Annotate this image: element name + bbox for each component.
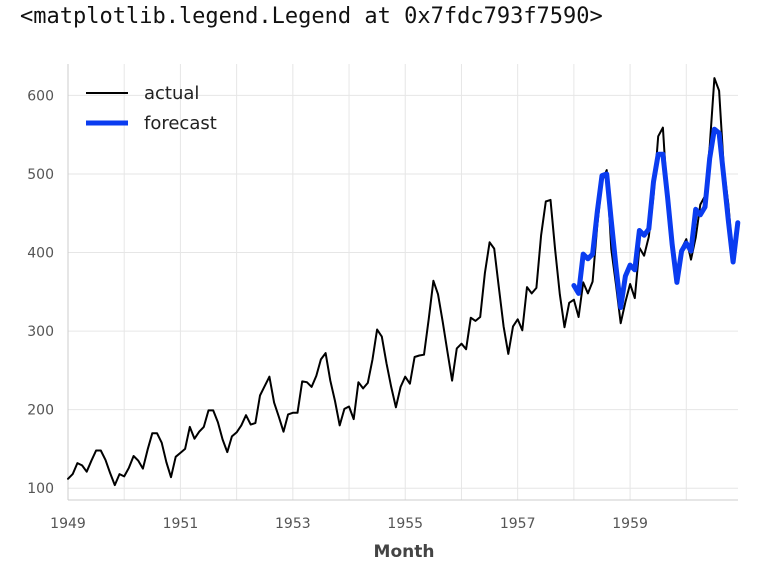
y-tick-label: 600 bbox=[27, 88, 54, 104]
series-line-forecast bbox=[571, 126, 741, 310]
x-tick-label: 1957 bbox=[500, 516, 536, 532]
x-tick-label: 1953 bbox=[275, 516, 311, 532]
grid bbox=[67, 64, 738, 500]
x-tick-label: 1949 bbox=[50, 516, 86, 532]
axes bbox=[67, 64, 738, 501]
output-repr-text: <matplotlib.legend.Legend at 0x7fdc793f7… bbox=[20, 4, 603, 29]
legend-label-actual: actual bbox=[144, 83, 199, 104]
series-layer bbox=[67, 77, 741, 487]
y-tick-label: 100 bbox=[27, 481, 54, 497]
legend-label-forecast: forecast bbox=[144, 113, 217, 134]
y-tick-label: 300 bbox=[27, 324, 54, 340]
series-line-actual bbox=[67, 77, 739, 487]
x-axis-label: Month bbox=[374, 542, 435, 562]
x-tick-label: 1955 bbox=[387, 516, 423, 532]
x-tick-label: 1959 bbox=[612, 516, 648, 532]
legend: actual forecast bbox=[86, 83, 217, 134]
y-tick-label: 500 bbox=[27, 167, 54, 183]
x-tick-label: 1951 bbox=[163, 516, 199, 532]
tick-labels: 1949 1951 1953 1955 1957 1959 100 200 300 400 500 6… bbox=[27, 88, 648, 532]
y-tick-label: 400 bbox=[27, 246, 54, 262]
y-tick-label: 200 bbox=[27, 403, 54, 419]
